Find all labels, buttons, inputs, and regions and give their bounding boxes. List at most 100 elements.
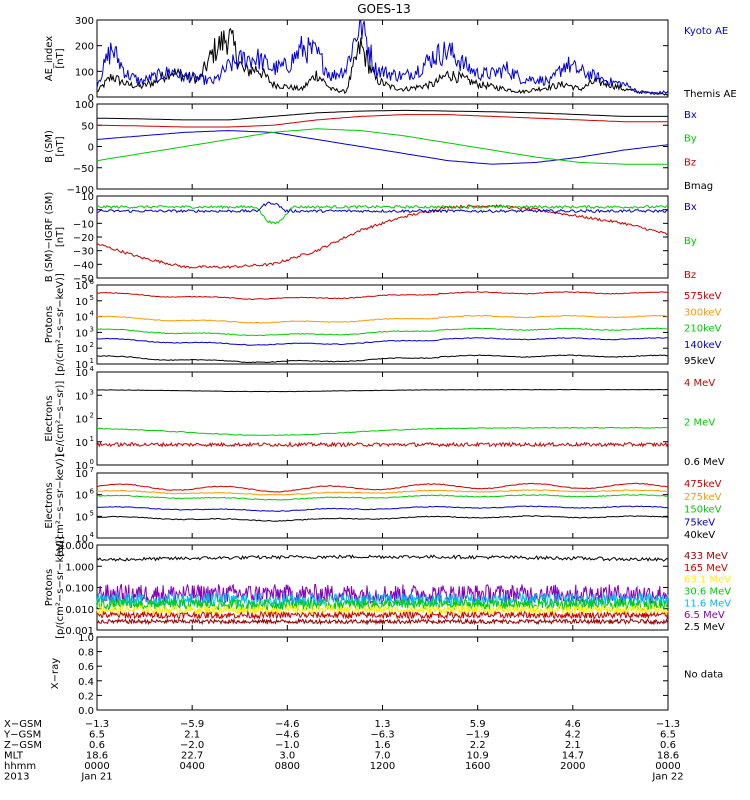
y-tick-label: 0.4 [78,677,94,688]
y-tick-exponent: 6 [90,488,95,496]
y-tick-label: 0 [88,206,94,217]
y-tick-label: 10 [75,391,88,402]
series-line-63-1-mev [96,603,669,616]
axis-tick-value: 3.0 [279,751,295,762]
y-tick-exponent: 5 [90,294,94,302]
y-tick-exponent: 3 [90,325,94,333]
panel-bigrf: −50 −40 −30 −20 −10 0 10 B (SM)−IGRF (SM) [nT] Bx… [44,192,697,285]
legend-entry: 4 MeV [684,378,715,389]
axis-row-label: Y−GSM [3,730,41,741]
series-line-themis-ae [97,27,669,96]
y-tick-label: 1.0 [78,633,94,644]
y-tick-label: 50 [81,121,94,132]
y-tick-exponent: 2 [90,341,94,349]
legend-entry: 40keV [684,530,715,541]
axis-row-label: Z−GSM [4,740,42,751]
series-line-30-6-mev [96,597,669,612]
series-line-40kev [97,515,669,522]
axis-tick-value: 6.5 [660,730,676,741]
series-line-bz [97,114,668,128]
y-tick-exponent: 5 [90,509,94,517]
axis-row-label: hhmm [4,761,36,772]
series-line-4-mev [96,441,669,448]
axis-tick-value: −1.9 [466,730,490,741]
y-axis-label: Electrons [44,482,55,528]
legend-entry: 433 MeV [684,551,728,562]
axis-tick-value: 18.6 [657,751,679,762]
y-axis-label: B (SM) [44,130,55,163]
axis-tick-value: 0.6 [89,740,105,751]
y-tick-label: 10 [75,360,88,371]
axis-tick-value: 0800 [275,761,300,772]
axis-tick-value: 10.9 [467,751,489,762]
axis-row-label: MLT [4,751,24,762]
axis-tick-value: −1.3 [85,719,109,730]
series-line-575kev [96,291,669,301]
legend-entry: Bz [684,157,696,168]
axis-tick-value: −5.9 [180,719,204,730]
series-line-165-mev [96,610,669,621]
legend-entry: 575keV [684,291,722,302]
series-line-150kev [96,494,669,501]
axis-tick-value: −6.3 [370,730,394,741]
series-line-2-5-mev [96,554,669,562]
legend-entry: 95keV [684,356,715,367]
y-tick-exponent: 6 [90,278,95,286]
y-tick-label: 10 [81,192,94,203]
legend-entry: 165 MeV [684,563,728,574]
axis-tick-value: 22.7 [181,751,203,762]
y-tick-label: 1.000 [65,562,94,573]
y-axis-label: Protons [44,569,55,606]
legend-entry: 0.6 MeV [684,457,725,468]
axis-tick-value: 1600 [465,761,490,772]
y-tick-label: 0 [88,93,94,104]
axis-tick-value: 0000 [84,761,109,772]
y-axis-label: [nT] [55,227,66,247]
y-tick-label: 10 [75,281,88,292]
y-tick-label: 10 [75,368,88,379]
legend-entry: By [684,134,697,145]
legend-entry: 2.5 MeV [684,622,725,633]
y-axis-label: B (SM)−IGRF (SM) [44,192,55,283]
legend-entry: 275keV [684,492,722,503]
y-tick-label: 10 [75,313,88,324]
y-axis-label: [e/(cm²−s−sr−keV)] [55,454,66,557]
axis-tick-value: 1200 [370,761,395,772]
legend-entry: 2 MeV [684,418,715,429]
series-line-6-5-mev [96,583,669,605]
y-tick-label: 10 [75,438,88,449]
series-line-2-mev [96,426,669,436]
y-tick-exponent: 2 [90,412,94,420]
legend-entry: 30.6 MeV [684,587,731,598]
legend-entry: 6.5 MeV [684,610,725,621]
y-axis-label: Protons [44,306,55,343]
y-tick-label: 10 [75,328,88,339]
series-line-bmag [97,109,668,121]
y-tick-label: 10 [75,469,88,480]
series-line-0.6-mev [97,388,668,393]
axis-tick-value: −1.0 [275,740,299,751]
y-tick-label: 0.8 [78,648,94,659]
y-axis-label: Electrons [44,395,55,441]
y-axis-label: X−ray [50,658,61,689]
legend-entry: 75keV [684,517,715,528]
panel-protons_epead: 0.001 0.010 0.100 1.000 10.000 Protons [p/(cm²… [44,536,731,639]
axis-tick-value: 4.6 [565,719,581,730]
axis-tick-value: 18.6 [86,751,108,762]
y-tick-label: 10 [75,344,88,355]
y-tick-label: −40 [73,260,94,271]
y-tick-label: −10 [73,219,94,230]
plot-title: GOES-13 [357,2,411,16]
axis-tick-value: −4.6 [275,719,299,730]
y-tick-label: 10 [75,415,88,426]
axis-tick-value: Jan 22 [651,772,683,783]
axis-tick-value: 4.2 [565,730,581,741]
legend-entry: 150keV [684,505,722,516]
legend-entry: By [684,236,697,247]
legend-entry: Themis AE [683,89,737,100]
y-tick-label: 100 [75,100,94,111]
axis-tick-value: 2.1 [565,740,581,751]
